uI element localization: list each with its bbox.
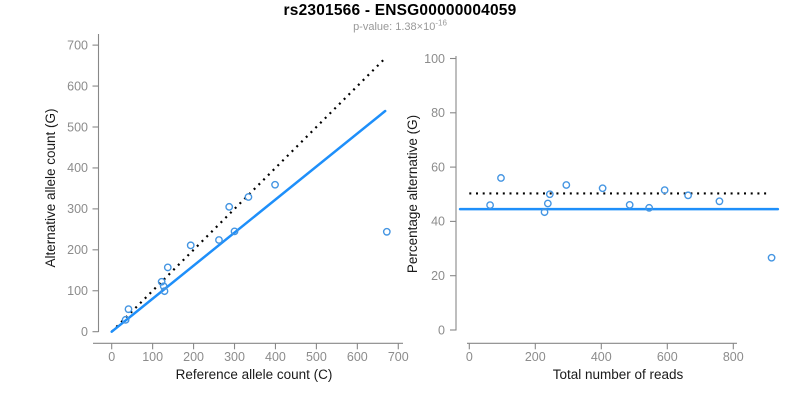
data-point xyxy=(684,191,692,200)
p-value-subtitle: p-value: 1.38×10-16 xyxy=(0,18,800,33)
x-tick-label: 600 xyxy=(347,350,368,364)
y-tick-label: 700 xyxy=(67,38,88,52)
data-point xyxy=(215,236,223,244)
data-point xyxy=(486,201,494,210)
y-tick-label: 600 xyxy=(67,79,88,93)
data-point xyxy=(244,193,253,201)
data-point xyxy=(157,277,166,286)
p-value-text: p-value: 1.38 xyxy=(353,21,417,33)
x-tick-label: 700 xyxy=(388,350,409,364)
x-tick-label: 300 xyxy=(224,350,245,364)
y-tick-label: 40 xyxy=(431,215,445,229)
reference-dotted-line xyxy=(110,59,385,333)
x-tick-label: 400 xyxy=(591,350,612,364)
data-point xyxy=(660,186,669,195)
y-tick-label: 400 xyxy=(67,161,88,175)
page-title: rs2301566 - ENSG00000004059 xyxy=(283,2,517,19)
data-point xyxy=(625,200,634,209)
y-tick-label: 100 xyxy=(67,284,88,298)
x-tick-label: 0 xyxy=(466,350,473,364)
y-tick-label: 0 xyxy=(438,323,445,337)
x-tick-label: 600 xyxy=(657,350,678,364)
y-tick-label: 0 xyxy=(81,325,88,339)
fit-line xyxy=(110,109,387,333)
data-point xyxy=(230,227,239,236)
allele-counts-plot: 0 100 200 300 400 500 600 700 0 100 200 300 400 500 60… xyxy=(43,34,409,382)
y-tick-label: 300 xyxy=(67,202,88,216)
x-tick-label: 400 xyxy=(265,350,286,364)
times-symbol: × xyxy=(416,21,424,33)
data-point xyxy=(540,208,549,217)
y-tick-label: 20 xyxy=(431,269,445,283)
data-point xyxy=(767,253,776,262)
data-point xyxy=(160,287,169,296)
x-tick-label: 800 xyxy=(723,350,744,364)
x-tick-label: 0 xyxy=(108,350,115,364)
exponent-base: 10 xyxy=(423,21,436,33)
y-tick-label: 80 xyxy=(431,106,445,120)
x-axis-label: Reference allele count (C) xyxy=(176,367,333,382)
data-point xyxy=(163,263,172,272)
data-point xyxy=(225,202,234,211)
data-point xyxy=(124,305,133,314)
y-axis-label: Alternative allele count (G) xyxy=(43,108,58,267)
x-tick-label: 200 xyxy=(525,350,546,364)
y-axis-label: Percentage alternative (G) xyxy=(405,115,420,273)
data-point xyxy=(382,227,391,236)
x-tick-label: 500 xyxy=(306,350,327,364)
data-point xyxy=(497,174,505,182)
data-point xyxy=(598,184,607,193)
data-point xyxy=(271,180,279,189)
y-tick-label: 500 xyxy=(67,120,88,134)
data-point xyxy=(545,190,554,199)
y-tick-label: 60 xyxy=(431,160,445,174)
x-axis-label: Total number of reads xyxy=(553,367,684,382)
percentage-vs-reads-plot: 0 20 40 60 80 100 0 200 400 600 800 Total number of… xyxy=(405,52,780,382)
exponent-value: -16 xyxy=(435,18,447,28)
data-point xyxy=(715,197,724,206)
x-tick-label: 100 xyxy=(142,350,163,364)
x-tick-label: 200 xyxy=(183,350,204,364)
y-tick-label: 200 xyxy=(67,243,88,257)
data-point xyxy=(645,203,654,212)
data-point xyxy=(562,181,571,189)
data-point xyxy=(159,282,168,291)
y-tick-label: 100 xyxy=(424,52,445,66)
data-point xyxy=(186,241,195,250)
data-point xyxy=(121,315,130,324)
data-point xyxy=(543,199,552,208)
